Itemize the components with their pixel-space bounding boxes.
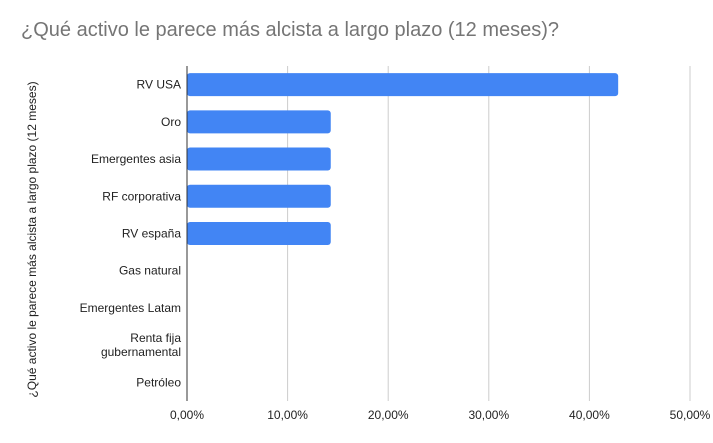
x-tick-label: 10,00% xyxy=(267,408,308,422)
category-label: Petróleo xyxy=(136,375,181,389)
bar xyxy=(187,222,331,245)
category-label: Renta fija gubernamental xyxy=(101,331,181,359)
category-label-line: Emergentes asia xyxy=(91,152,181,166)
category-label-line: RV españa xyxy=(122,227,181,241)
x-tick-label: 20,00% xyxy=(368,408,409,422)
x-tick-label: 50,00% xyxy=(670,408,711,422)
category-label: Emergentes asia xyxy=(91,152,181,166)
bar xyxy=(187,184,331,208)
category-label-line: Oro xyxy=(161,115,181,129)
chart-title: ¿Qué activo le parece más alcista a larg… xyxy=(21,19,560,41)
category-label: RV españa xyxy=(122,227,181,241)
bar xyxy=(187,73,619,97)
category-label: Gas natural xyxy=(119,264,181,278)
category-label-line: Gas natural xyxy=(119,264,181,278)
category-label-line: gubernamental xyxy=(101,345,181,359)
y-axis-title: ¿Qué activo le parece más alcista a larg… xyxy=(25,81,39,397)
category-label: Emergentes Latam xyxy=(80,301,181,315)
category-label: RV USA xyxy=(137,78,181,92)
x-tick-label: 0,00% xyxy=(170,408,204,422)
x-tick-label: 30,00% xyxy=(468,408,509,422)
category-label: RF corporativa xyxy=(102,189,181,203)
category-label-line: Renta fija xyxy=(130,331,181,345)
bar xyxy=(187,147,331,171)
x-tick-label: 40,00% xyxy=(569,408,610,422)
category-label: Oro xyxy=(161,115,181,129)
category-label-line: Emergentes Latam xyxy=(80,301,181,315)
category-label-line: RF corporativa xyxy=(102,189,181,203)
bar xyxy=(187,110,331,134)
category-label-line: RV USA xyxy=(137,78,181,92)
category-label-line: Petróleo xyxy=(136,375,181,389)
